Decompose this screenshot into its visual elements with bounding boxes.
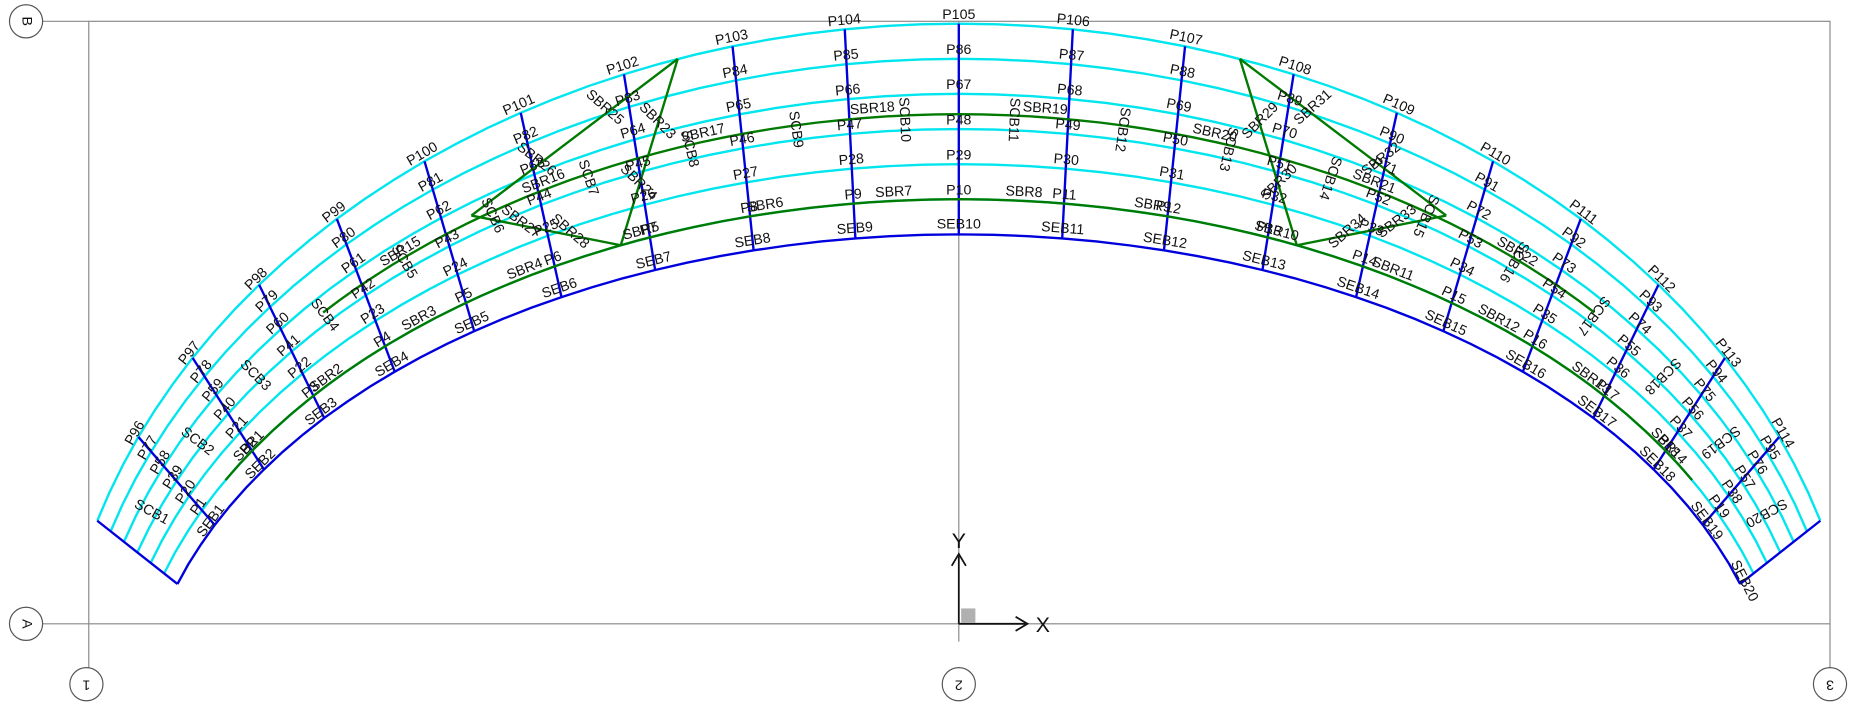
radial-beam-label: SCB3 [237, 357, 275, 395]
grid-label: 3 [1826, 676, 1834, 692]
edge-beam-label: SEB9 [836, 219, 874, 238]
frame-label: P47 [836, 116, 863, 134]
frame-label: P85 [833, 46, 860, 64]
frame-label: P86 [946, 42, 971, 58]
frame-label: P23 [358, 301, 388, 328]
frame-label: P13 [1255, 218, 1284, 240]
edge-beam-label: SEB20 [1727, 558, 1761, 605]
frame-label: P106 [1056, 11, 1091, 30]
frame-label: P51 [1265, 153, 1294, 175]
radial-beam-label: SCB2 [178, 424, 217, 459]
brace-label: SBR8 [1005, 183, 1043, 201]
radial-beam-label: SCB18 [1641, 354, 1684, 397]
edge-beam-label: SEB11 [1041, 219, 1085, 238]
frame-label: P93 [1636, 287, 1665, 316]
frame-label: P79 [253, 287, 282, 316]
frame-label: P68 [1056, 81, 1083, 99]
frame-label: P29 [946, 147, 971, 163]
radial-beam [97, 521, 177, 584]
frame-label: P54 [1539, 275, 1569, 302]
frame-label: P41 [274, 331, 304, 360]
frame-label: P98 [242, 265, 271, 294]
radial-beam-label: SCB11 [1005, 97, 1023, 142]
axis-label: X [1036, 613, 1050, 637]
edge-beam-label: SEB5 [452, 308, 492, 338]
brace-label: SBR4 [505, 255, 545, 283]
brace-line [1240, 59, 1297, 245]
brace-label: SBR19 [1022, 99, 1068, 118]
frame-label: P5 [453, 285, 476, 307]
frame-label: P55 [1614, 332, 1644, 361]
edge-beam-label: SEB15 [1422, 307, 1469, 340]
frame-label: P80 [329, 224, 359, 252]
frame-label: P8 [739, 199, 759, 218]
frame-label: P90 [1377, 124, 1407, 149]
grid-label: 2 [955, 676, 963, 692]
frame-label: P66 [835, 81, 862, 99]
frame-label: P109 [1380, 91, 1417, 119]
frame-label: P89 [1275, 88, 1304, 111]
frame-label: P101 [501, 91, 538, 119]
frame-label: P42 [348, 275, 378, 302]
radial-beam-label: SCB12 [1111, 106, 1133, 153]
axis-label: Y [952, 529, 966, 553]
frame-label: P30 [1053, 151, 1080, 169]
frame-label: P92 [1559, 224, 1589, 252]
brace-label: SBR12 [1475, 301, 1522, 337]
frame-label: P10 [946, 183, 971, 199]
frame-label: P64 [619, 120, 648, 143]
frame-label: P110 [1477, 139, 1513, 169]
page: {"grid": {"rows": ["A", "B"], "columns":… [0, 0, 1856, 708]
frame-label: P28 [838, 151, 865, 169]
frame-label: P32 [1260, 186, 1289, 208]
frame-label: P74 [1625, 309, 1655, 338]
radial-beam-label: SCB9 [785, 110, 806, 149]
frame-label: P11 [1052, 186, 1078, 204]
frame-label: P49 [1055, 116, 1082, 134]
frame-label: P6 [542, 248, 564, 269]
frame-label: P35 [1530, 301, 1560, 328]
frame-label: P105 [942, 7, 975, 23]
frame-label: P103 [714, 27, 750, 49]
frame-label: P67 [946, 77, 971, 93]
frame-label: P73 [1549, 250, 1579, 278]
frame-label: P87 [1058, 46, 1085, 64]
frame-label: P26 [629, 186, 658, 208]
frame-label: P100 [404, 139, 441, 170]
frame-label: P111 [1566, 197, 1600, 229]
origin-marker [961, 608, 975, 622]
radial-beam-label: SCB10 [895, 97, 913, 143]
grid-label: 1 [82, 676, 90, 692]
brace-label: SBR18 [849, 99, 895, 118]
frame-label: P33 [1357, 216, 1386, 240]
frame-label: P60 [263, 309, 293, 338]
frame-label: P9 [844, 186, 863, 203]
frame-label: P22 [285, 354, 315, 383]
edge-beam-label: SEB10 [937, 217, 981, 233]
frame-label: P99 [319, 199, 349, 227]
frame-label: P16 [1520, 326, 1550, 353]
frame-label: P25 [532, 216, 561, 240]
frame-label: P107 [1168, 27, 1204, 49]
edge-beam-label: SEB4 [372, 348, 411, 380]
brace-label: SBR3 [399, 303, 439, 335]
brace-label: SBR7 [875, 183, 913, 201]
frame-label: P82 [511, 124, 541, 149]
frame-label: P15 [1439, 283, 1469, 308]
grid-label: A [18, 619, 34, 629]
frame-label: P70 [1270, 120, 1299, 143]
brace-line [621, 59, 678, 245]
frame-label: P14 [1350, 247, 1379, 271]
frame-label: P4 [371, 328, 394, 351]
frame-label: P48 [946, 112, 971, 128]
frame-label: P36 [1603, 354, 1633, 383]
frame-label: P104 [827, 11, 862, 30]
frame-label: P61 [339, 250, 369, 278]
frame-label: P45 [624, 153, 653, 175]
plan-view: B A 1 2 3 SBR1SBR2SBR3SBR4SBR5SBR6SBR7SB… [0, 0, 1856, 708]
grid-label: B [18, 17, 34, 26]
